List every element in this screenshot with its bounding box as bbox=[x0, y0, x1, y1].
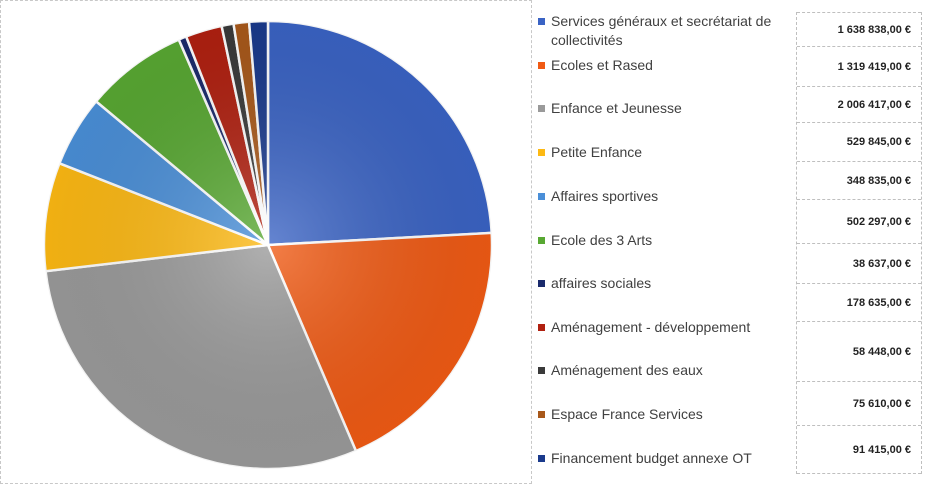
legend-label: Ecole des 3 Arts bbox=[551, 232, 653, 248]
legend-swatch bbox=[538, 411, 545, 418]
legend-swatch bbox=[538, 62, 545, 69]
legend-swatch bbox=[538, 280, 545, 287]
value-label: 38 637,00 € bbox=[852, 257, 911, 270]
legend-item: affaires sociales bbox=[538, 274, 778, 293]
legend-item: Petite Enfance bbox=[538, 143, 778, 162]
value-label: 1 638 838,00 € bbox=[837, 23, 911, 36]
value-label: 2 006 417,00 € bbox=[837, 98, 911, 111]
value-cell: 58 448,00 € bbox=[797, 321, 921, 381]
legend-item: Ecole des 3 Arts bbox=[538, 231, 778, 250]
legend-swatch bbox=[538, 149, 545, 156]
legend-swatch bbox=[538, 455, 545, 462]
legend-label: Financement budget annexe OT bbox=[551, 450, 752, 466]
legend-item: Enfance et Jeunesse bbox=[538, 99, 778, 118]
value-cell: 1 638 838,00 € bbox=[797, 12, 921, 46]
pie-slice-0 bbox=[266, 19, 493, 247]
legend-swatch bbox=[538, 18, 545, 25]
value-cell: 91 415,00 € bbox=[797, 425, 921, 474]
legend-swatch bbox=[538, 237, 545, 244]
legend-swatch bbox=[538, 193, 545, 200]
value-cell: 348 835,00 € bbox=[797, 161, 921, 199]
legend-label: Aménagement - développement bbox=[551, 319, 751, 335]
chart-legend: Services généraux et secrétariat de coll… bbox=[532, 0, 782, 484]
legend-swatch bbox=[538, 367, 545, 374]
value-label: 91 415,00 € bbox=[852, 443, 911, 456]
value-label: 75 610,00 € bbox=[852, 397, 911, 410]
value-label: 58 448,00 € bbox=[852, 345, 911, 358]
value-label: 529 845,00 € bbox=[846, 136, 911, 148]
legend-label: Aménagement des eaux bbox=[551, 362, 703, 378]
value-cell: 529 845,00 € bbox=[797, 122, 921, 161]
legend-label: affaires sociales bbox=[551, 275, 652, 291]
legend-label: Ecoles et Rased bbox=[551, 57, 653, 73]
values-table: 1 638 838,00 € 1 319 419,00 € 2 006 417,00… bbox=[796, 12, 922, 474]
legend-item: Aménagement des eaux bbox=[538, 361, 778, 380]
value-label: 178 635,00 € bbox=[846, 296, 911, 309]
value-cell: 178 635,00 € bbox=[797, 283, 921, 321]
value-cell: 1 319 419,00 € bbox=[797, 46, 921, 86]
value-label: 502 297,00 € bbox=[846, 215, 911, 228]
value-label: 348 835,00 € bbox=[846, 174, 911, 187]
legend-item: Financement budget annexe OT bbox=[538, 449, 778, 468]
value-label: 1 319 419,00 € bbox=[837, 60, 911, 73]
legend-label: Petite Enfance bbox=[551, 144, 643, 160]
legend-label: Enfance et Jeunesse bbox=[551, 100, 682, 116]
value-cell: 75 610,00 € bbox=[797, 381, 921, 425]
value-cell: 38 637,00 € bbox=[797, 243, 921, 283]
value-cell: 2 006 417,00 € bbox=[797, 86, 921, 122]
pie-chart bbox=[42, 19, 494, 471]
legend-label: Affaires sportives bbox=[551, 188, 659, 204]
legend-item: Aménagement - développement bbox=[538, 318, 778, 337]
legend-item: Services généraux et secrétariat de coll… bbox=[538, 12, 778, 50]
legend-label: Espace France Services bbox=[551, 406, 703, 422]
legend-item: Espace France Services bbox=[538, 405, 778, 424]
legend-item: Ecoles et Rased bbox=[538, 56, 778, 75]
legend-label: Services généraux et secrétariat de coll… bbox=[551, 13, 772, 48]
value-cell: 502 297,00 € bbox=[797, 199, 921, 243]
legend-item: Affaires sportives bbox=[538, 187, 778, 206]
legend-swatch bbox=[538, 105, 545, 112]
legend-swatch bbox=[538, 324, 545, 331]
chart-area bbox=[0, 0, 532, 484]
